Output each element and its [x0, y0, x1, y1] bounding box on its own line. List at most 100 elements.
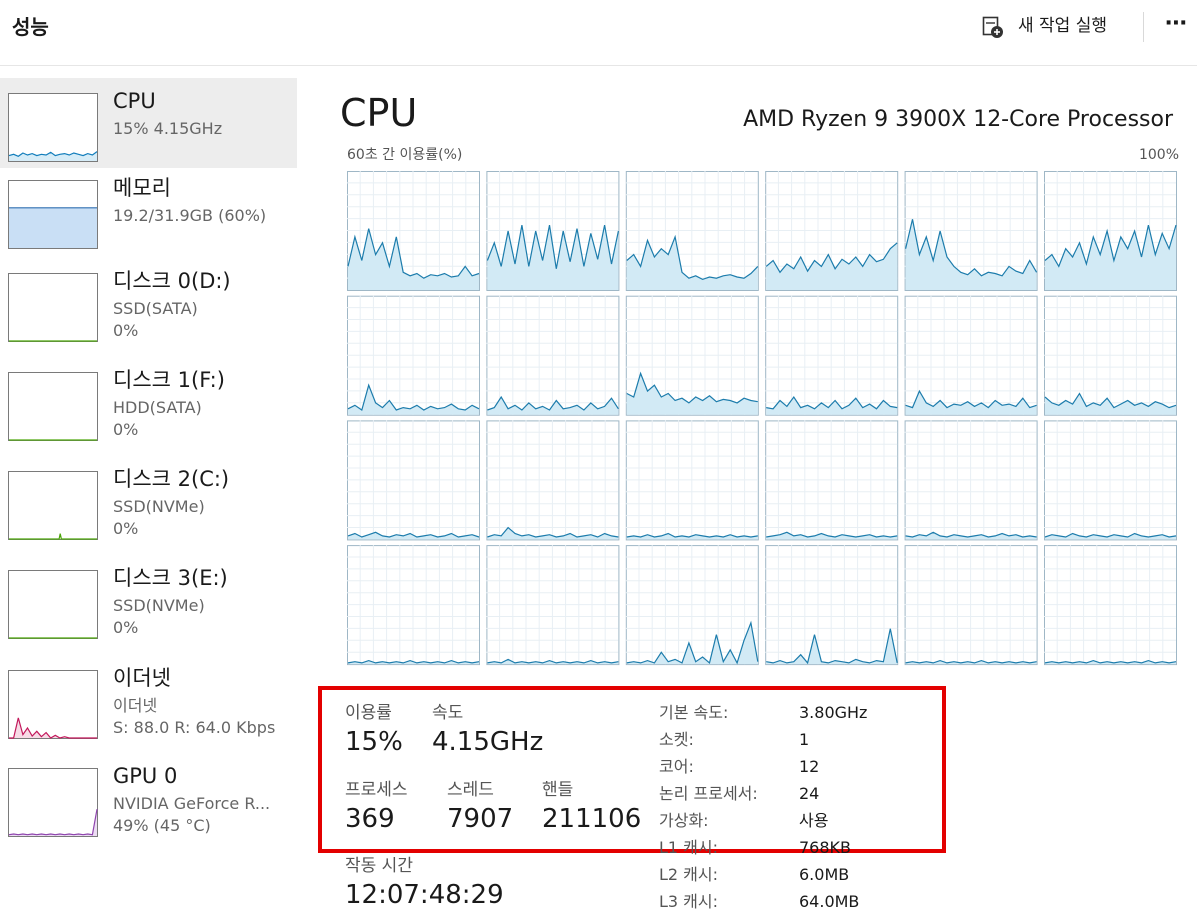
device-detail: 0% — [113, 618, 139, 637]
device-detail: 0% — [113, 321, 139, 340]
graph-line — [905, 219, 1038, 277]
graph-frame — [8, 372, 98, 441]
stat-label: 프로세스 — [345, 780, 408, 800]
graph-area — [626, 236, 758, 290]
detail-label: 소켓: — [659, 730, 694, 749]
graph-area — [9, 207, 97, 248]
detail-value: 6.0MB — [799, 865, 850, 884]
device-name[interactable]: 디스크 3(E:) — [113, 566, 228, 590]
graph-area — [766, 397, 898, 415]
graph-line — [1044, 659, 1177, 664]
device-detail: 19.2/31.9GB (60%) — [113, 206, 267, 225]
stat-value: 369 — [345, 804, 395, 834]
graph-frame — [8, 93, 98, 162]
stat-label: 핸들 — [542, 780, 574, 800]
graph-line — [347, 228, 480, 279]
graph-line — [905, 659, 1037, 664]
graph-line — [766, 628, 898, 665]
detail-label: 논리 프로세서: — [659, 784, 758, 803]
graph-line — [626, 234, 759, 281]
graph-line — [626, 532, 758, 538]
device-name[interactable]: 메모리 — [113, 176, 171, 200]
device-name[interactable]: 디스크 0(D:) — [113, 269, 231, 293]
stat-value: 211106 — [542, 804, 642, 834]
graph-area — [9, 717, 97, 738]
graph-area — [766, 242, 898, 290]
more-button[interactable]: ⋯ — [1165, 11, 1187, 36]
device-detail: HDD(SATA) — [113, 398, 202, 417]
graph-line — [347, 383, 480, 411]
detail-value: 1 — [799, 730, 810, 749]
graph-line — [9, 533, 97, 540]
detail-label: 기본 속도: — [659, 703, 729, 722]
graph-line — [9, 717, 97, 739]
graph-label: 60초 간 이용률(%) — [347, 147, 463, 163]
graph-max: 100% — [1138, 147, 1179, 163]
graph-frame — [8, 670, 98, 739]
device-detail: SSD(NVMe) — [113, 596, 205, 615]
stat-label: 작동 시간 — [345, 856, 413, 876]
detail-label: L3 캐시: — [659, 892, 719, 911]
graph-frame — [8, 471, 98, 540]
graph-line — [487, 395, 619, 411]
device-detail: 0% — [113, 519, 139, 538]
device-name[interactable]: 디스크 1(F:) — [113, 368, 225, 392]
cpu-title: CPU — [340, 91, 418, 135]
detail-value: 3.80GHz — [799, 703, 868, 722]
detail-label: L1 캐시: — [659, 838, 719, 857]
device-detail: 49% (45 °C) — [113, 816, 211, 835]
detail-value: 768KB — [799, 838, 852, 857]
device-detail: 이더넷 — [113, 696, 158, 715]
graph-frame — [8, 273, 98, 342]
stat-label: 이용률 — [345, 703, 392, 723]
detail-value: 24 — [799, 784, 820, 803]
graph-line — [765, 242, 898, 274]
device-detail: 15% 4.15GHz — [113, 119, 223, 138]
page-title: 성능 — [12, 15, 49, 39]
graph-area — [905, 391, 1037, 415]
graph-area — [626, 373, 758, 415]
processor-name: AMD Ryzen 9 3900X 12-Core Processor — [743, 107, 1173, 132]
graph-line — [626, 620, 759, 665]
graph-line — [626, 371, 758, 404]
stat-label: 속도 — [432, 703, 464, 723]
graph-line — [8, 151, 98, 157]
graph-line — [487, 526, 619, 538]
detail-label: 가상화: — [659, 811, 709, 830]
graph-area — [626, 622, 758, 665]
graph-area — [905, 219, 1037, 290]
graph-area — [487, 225, 619, 290]
graph-area — [766, 532, 898, 540]
device-detail: SSD(SATA) — [113, 299, 198, 318]
graph-line — [766, 395, 898, 410]
device-name[interactable]: CPU — [113, 89, 156, 113]
detail-label: 코어: — [659, 757, 694, 776]
graph-line — [905, 389, 1037, 409]
stat-value: 15% — [345, 727, 403, 757]
stat-value: 4.15GHz — [432, 727, 544, 757]
graph-area — [1045, 225, 1176, 290]
graph-line — [347, 531, 480, 538]
graph-line — [486, 224, 619, 269]
device-name[interactable]: GPU 0 — [113, 764, 178, 788]
new-task-button[interactable]: 새 작업 실행 — [1018, 16, 1108, 36]
highlight-box — [318, 686, 946, 853]
graph-line — [487, 658, 619, 664]
graph-area — [487, 527, 619, 540]
graph-frame — [8, 768, 98, 837]
graph-line — [766, 531, 898, 538]
new-task-icon[interactable] — [982, 16, 1004, 39]
graph-line — [8, 809, 98, 836]
graph-frame — [8, 570, 98, 639]
device-name[interactable]: 이더넷 — [113, 666, 171, 690]
detail-value: 12 — [799, 757, 820, 776]
device-detail: S: 88.0 R: 64.0 Kbps — [113, 718, 276, 737]
device-name[interactable]: 디스크 2(C:) — [113, 467, 230, 491]
device-detail: NVIDIA GeForce R... — [113, 794, 271, 813]
graph-line — [1044, 224, 1177, 268]
graph-line — [1044, 532, 1177, 538]
graph-line — [1044, 392, 1177, 409]
